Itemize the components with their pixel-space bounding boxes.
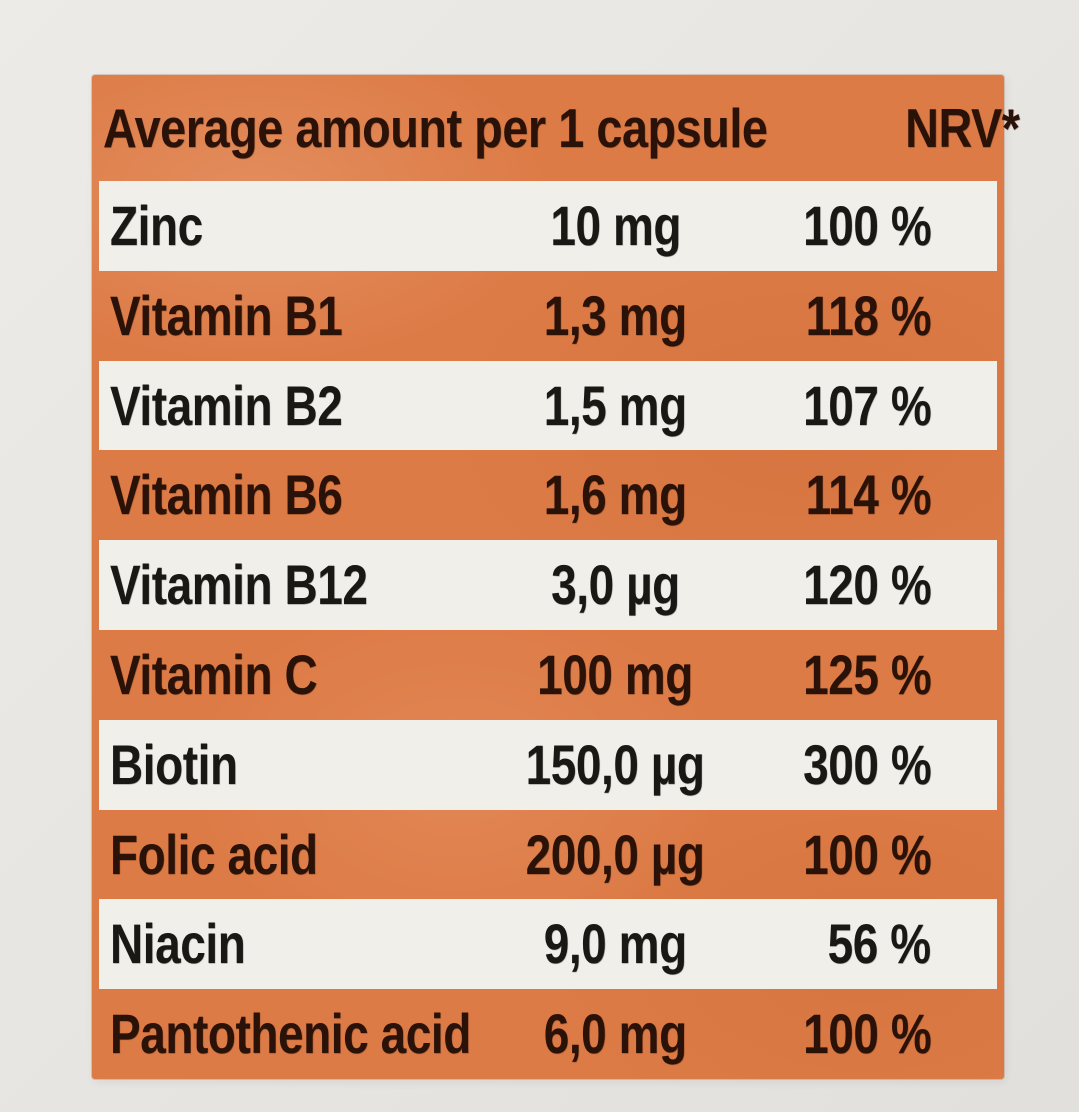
- nutrient-amount-cell: 200,0 µg: [499, 810, 732, 900]
- nutrient-amount: 9,0 mg: [543, 912, 687, 976]
- nutrient-amount-cell: 6,0 mg: [499, 989, 732, 1079]
- nutrient-amount: 10 mg: [549, 194, 681, 257]
- nutrient-name: Vitamin B12: [110, 553, 368, 617]
- header-nrv-label: NRV*: [904, 97, 1020, 159]
- nutrient-nrv-cell: 56 %: [732, 899, 997, 989]
- table-body: Zinc 10 mg 100 % Vitamin B1 1,3 mg 118 %…: [92, 181, 1004, 1079]
- nutrient-nrv-cell: 100 %: [732, 989, 997, 1079]
- nutrient-nrv: 100 %: [802, 822, 932, 886]
- nutrient-nrv: 56 %: [827, 912, 931, 976]
- nutrient-name: Pantothenic acid: [110, 1002, 471, 1066]
- nutrient-nrv-cell: 100 %: [732, 181, 997, 271]
- table-row: Zinc 10 mg 100 %: [92, 181, 1004, 271]
- nutrient-amount: 6,0 mg: [543, 1002, 687, 1066]
- nutrient-nrv: 114 %: [805, 463, 931, 527]
- nutrient-name-cell: Pantothenic acid: [99, 989, 499, 1079]
- nutrient-name: Vitamin B6: [110, 463, 343, 527]
- header-title: Average amount per 1 capsule: [103, 97, 768, 159]
- nutrient-name-cell: Vitamin B6: [99, 450, 499, 540]
- nutrient-amount-cell: 1,3 mg: [499, 271, 732, 361]
- nutrient-nrv: 125 %: [802, 642, 932, 706]
- nutrient-amount-cell: 150,0 µg: [499, 720, 732, 810]
- nutrient-name: Folic acid: [110, 822, 318, 886]
- nutrient-name-cell: Vitamin B2: [99, 361, 499, 451]
- nutrient-nrv: 100 %: [802, 1002, 932, 1066]
- nutrient-nrv: 107 %: [802, 373, 932, 437]
- nutrient-amount: 3,0 µg: [551, 553, 680, 617]
- table-row: Biotin 150,0 µg 300 %: [92, 719, 1004, 810]
- nutrient-amount-cell: 100 mg: [499, 630, 732, 720]
- nutrient-amount-cell: 1,5 mg: [499, 361, 732, 451]
- nutrient-nrv-cell: 125 %: [732, 630, 997, 720]
- nutrient-name-cell: Niacin: [99, 899, 499, 989]
- nutrient-name-cell: Vitamin B12: [99, 540, 499, 630]
- nutrient-name-cell: Vitamin B1: [99, 271, 499, 361]
- nutrient-amount: 150,0 µg: [525, 732, 705, 796]
- nutrient-nrv: 120 %: [802, 553, 932, 617]
- nutrient-name-cell: Folic acid: [99, 810, 499, 900]
- nutrient-amount: 1,6 mg: [543, 463, 687, 527]
- nutrient-nrv-cell: 114 %: [732, 450, 997, 540]
- nutrient-name: Biotin: [110, 732, 238, 796]
- table-row: Niacin 9,0 mg 56 %: [92, 899, 1004, 990]
- table-row: Pantothenic acid 6,0 mg 100 %: [92, 989, 1004, 1079]
- nutrient-nrv: 100 %: [802, 194, 932, 257]
- table-header-row: Average amount per 1 capsule NRV*: [92, 75, 1020, 181]
- nutrient-name: Vitamin B2: [110, 373, 343, 437]
- nutrient-nrv-cell: 120 %: [732, 540, 997, 630]
- nutrient-amount: 100 mg: [537, 642, 694, 706]
- table-row: Vitamin B1 1,3 mg 118 %: [92, 271, 1004, 361]
- nutrient-amount: 1,5 mg: [543, 373, 687, 437]
- nutrient-name: Vitamin B1: [110, 283, 343, 347]
- nutrient-nrv: 118 %: [805, 283, 931, 347]
- nutrient-amount-cell: 3,0 µg: [499, 540, 732, 630]
- table-row: Vitamin B2 1,5 mg 107 %: [92, 360, 1004, 451]
- table-row: Vitamin B12 3,0 µg 120 %: [92, 540, 1004, 630]
- nutrient-name-cell: Zinc: [99, 181, 499, 271]
- nutrient-name: Zinc: [110, 194, 203, 257]
- nutrient-name: Niacin: [110, 912, 246, 976]
- nutrient-amount-cell: 1,6 mg: [499, 450, 732, 540]
- table-row: Vitamin B6 1,6 mg 114 %: [92, 450, 1004, 540]
- nutrient-nrv: 300 %: [802, 732, 932, 796]
- nutrient-name-cell: Biotin: [99, 720, 499, 810]
- nutrient-amount: 200,0 µg: [525, 822, 705, 886]
- nutrient-amount-cell: 9,0 mg: [499, 899, 732, 989]
- nutrient-nrv-cell: 100 %: [732, 810, 997, 900]
- nutrient-name: Vitamin C: [110, 642, 318, 706]
- nutrient-nrv-cell: 107 %: [732, 361, 997, 451]
- nutrient-amount: 1,3 mg: [543, 283, 687, 347]
- nutrient-amount-cell: 10 mg: [499, 181, 732, 271]
- table-row: Vitamin C 100 mg 125 %: [92, 630, 1004, 720]
- table-row: Folic acid 200,0 µg 100 %: [92, 810, 1004, 900]
- nutrient-name-cell: Vitamin C: [99, 630, 499, 720]
- nutrient-nrv-cell: 118 %: [732, 271, 997, 361]
- nutrient-nrv-cell: 300 %: [732, 720, 997, 810]
- nutrition-facts-table: Average amount per 1 capsule NRV* Zinc 1…: [92, 75, 1020, 1079]
